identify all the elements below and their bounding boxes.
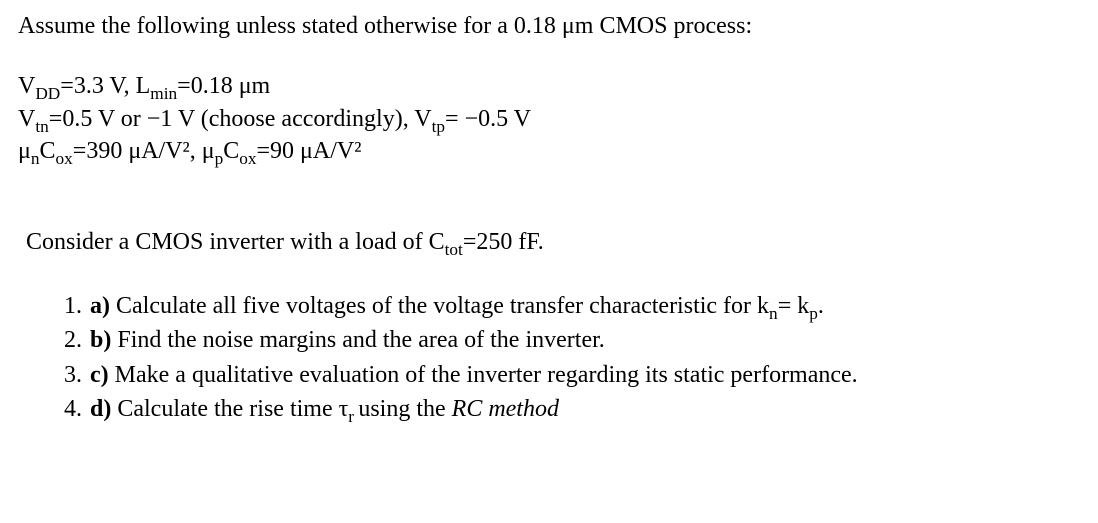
mun-symbol: μ	[18, 138, 31, 164]
param-line-3: μnCox=390 μA/V², μpCox=90 μA/V²	[18, 135, 1080, 167]
q4-text-b: using the	[358, 396, 451, 422]
intro-paragraph: Assume the following unless stated other…	[18, 10, 1080, 42]
question-list: a) Calculate all five voltages of the vo…	[58, 290, 1080, 426]
q3-label: c)	[90, 362, 109, 388]
cox1-sub: ox	[56, 149, 73, 168]
param-line-2: Vtn=0.5 V or −1 V (choose accordingly), …	[18, 103, 1080, 135]
vtn-symbol: V	[18, 106, 35, 132]
cox2-symbol: C	[223, 138, 239, 164]
vtn-rest: =0.5 V or −1 V (choose accordingly), V	[49, 106, 432, 132]
muncox-val: =390 μA/V², μ	[73, 138, 215, 164]
vdd-sub: DD	[35, 84, 60, 103]
vtp-sub: tp	[432, 117, 445, 136]
mup-sub: p	[215, 149, 224, 168]
mupcox-val: =90 μA/V²	[257, 138, 362, 164]
q1-text-c: .	[818, 293, 824, 319]
q1-text-a: Calculate all five voltages of the volta…	[110, 293, 769, 319]
consider-paragraph: Consider a CMOS inverter with a load of …	[26, 226, 1080, 258]
q4-label: d)	[90, 396, 111, 422]
param-line-1: VDD=3.3 V, Lmin=0.18 μm	[18, 70, 1080, 102]
question-1: a) Calculate all five voltages of the vo…	[88, 290, 1080, 322]
consider-text-b: =250 fF.	[463, 229, 544, 255]
q1-label: a)	[90, 293, 110, 319]
q3-text: Make a qualitative evaluation of the inv…	[109, 362, 858, 388]
q4-rc-method: RC method	[452, 396, 559, 422]
question-3: c) Make a qualitative evaluation of the …	[88, 359, 1080, 391]
vtn-sub: tn	[35, 117, 48, 136]
q4-text-a: Calculate the rise time τ	[111, 396, 348, 422]
q2-label: b)	[90, 327, 111, 353]
mun-sub: n	[31, 149, 40, 168]
intro-text: Assume the following unless stated other…	[18, 13, 752, 39]
document-page: Assume the following unless stated other…	[0, 0, 1098, 438]
parameters-block: VDD=3.3 V, Lmin=0.18 μm Vtn=0.5 V or −1 …	[18, 70, 1080, 167]
q1-kp-sub: p	[809, 304, 818, 323]
question-4: d) Calculate the rise time τr using the …	[88, 393, 1080, 425]
lmin-rest: =0.18 μm	[177, 73, 270, 99]
q1-text-b: = k	[778, 293, 810, 319]
q2-text: Find the noise margins and the area of t…	[111, 327, 604, 353]
cox2-sub: ox	[239, 149, 256, 168]
vdd-symbol: V	[18, 73, 35, 99]
question-2: b) Find the noise margins and the area o…	[88, 324, 1080, 356]
q4-tau-sub: r	[348, 407, 358, 426]
vdd-rest: =3.3 V, L	[60, 73, 150, 99]
q1-kn-sub: n	[769, 304, 778, 323]
ctot-sub: tot	[445, 239, 463, 258]
consider-text-a: Consider a CMOS inverter with a load of …	[26, 229, 445, 255]
lmin-sub: min	[150, 84, 177, 103]
vtp-rest: = −0.5 V	[445, 106, 531, 132]
cox1-symbol: C	[40, 138, 56, 164]
